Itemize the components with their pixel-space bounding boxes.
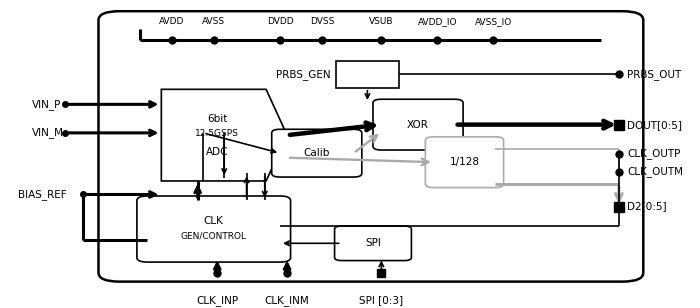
Text: Calib: Calib xyxy=(304,148,330,158)
Text: ADC: ADC xyxy=(206,147,228,157)
Text: PRBS_OUT: PRBS_OUT xyxy=(627,69,682,80)
Text: 6bit: 6bit xyxy=(207,114,228,124)
Text: AVSS_IO: AVSS_IO xyxy=(475,17,512,26)
Text: SPI: SPI xyxy=(365,238,381,248)
Text: DVDD: DVDD xyxy=(267,17,293,26)
Text: CLK_OUTP: CLK_OUTP xyxy=(627,148,680,159)
Text: VIN_M: VIN_M xyxy=(32,128,64,138)
FancyBboxPatch shape xyxy=(137,196,290,262)
Text: VIN_P: VIN_P xyxy=(32,99,62,110)
FancyBboxPatch shape xyxy=(426,137,503,188)
Text: CLK_OUTM: CLK_OUTM xyxy=(627,167,683,177)
Text: BIAS_REF: BIAS_REF xyxy=(18,189,66,200)
Text: 12.5GSPS: 12.5GSPS xyxy=(195,129,239,138)
FancyBboxPatch shape xyxy=(272,129,362,177)
Text: CLK_INM: CLK_INM xyxy=(265,295,309,306)
Text: SPI [0:3]: SPI [0:3] xyxy=(359,295,403,305)
Text: AVSS: AVSS xyxy=(202,17,225,26)
FancyBboxPatch shape xyxy=(373,99,463,150)
Text: XOR: XOR xyxy=(407,120,429,130)
Text: VSUB: VSUB xyxy=(369,17,393,26)
Text: CLK: CLK xyxy=(204,216,224,226)
Text: DVSS: DVSS xyxy=(310,17,334,26)
Text: AVDD_IO: AVDD_IO xyxy=(417,17,457,26)
Text: AVDD: AVDD xyxy=(159,17,185,26)
Text: DOUT[0:5]: DOUT[0:5] xyxy=(627,120,682,130)
Text: GEN/CONTROL: GEN/CONTROL xyxy=(181,231,246,240)
Text: CLK_INP: CLK_INP xyxy=(196,295,238,306)
Text: D2[0:5]: D2[0:5] xyxy=(627,201,667,212)
Text: PRBS_GEN: PRBS_GEN xyxy=(276,69,330,80)
Text: 1/128: 1/128 xyxy=(449,157,480,167)
FancyBboxPatch shape xyxy=(335,226,412,261)
Polygon shape xyxy=(161,89,287,181)
Bar xyxy=(336,61,399,88)
